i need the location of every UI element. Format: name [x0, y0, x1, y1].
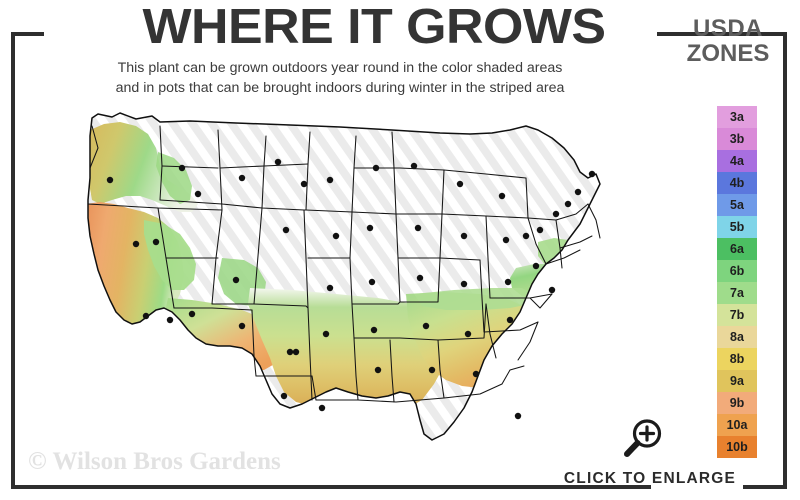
usa-hardiness-zone-map[interactable] [40, 108, 660, 448]
frame-right-edge [783, 32, 787, 489]
click-to-enlarge-label[interactable]: CLICK TO ENLARGE [563, 470, 737, 487]
legend-swatch-10b[interactable]: 10b [717, 436, 757, 458]
map-state-borders [87, 125, 601, 403]
map-city-dots [106, 158, 596, 420]
frame-top-right-bracket [657, 32, 787, 36]
legend-swatch-9b[interactable]: 9b [717, 392, 757, 414]
usda-zone-legend: 3a 3b 4a 4b 5a 5b 6a 6b 7a 7b 8a 8b 9a 9b 10a 10b [717, 106, 757, 458]
legend-swatch-6a[interactable]: 6a [717, 238, 757, 260]
legend-swatch-3a[interactable]: 3a [717, 106, 757, 128]
subtitle-line-2: and in pots that can be brought indoors … [115, 80, 565, 96]
legend-title-line-2: ZONES [686, 40, 770, 67]
legend-swatch-10a[interactable]: 10a [717, 414, 757, 436]
frame-left-edge [11, 32, 15, 489]
legend-swatch-4a[interactable]: 4a [717, 150, 757, 172]
page-title: WHERE IT GROWS [142, 0, 606, 54]
legend-swatch-9a[interactable]: 9a [717, 370, 757, 392]
legend-swatch-4b[interactable]: 4b [717, 172, 757, 194]
legend-swatch-5b[interactable]: 5b [717, 216, 757, 238]
legend-swatch-7a[interactable]: 7a [717, 282, 757, 304]
legend-title-line-1: USDA [692, 15, 763, 42]
legend-swatch-3b[interactable]: 3b [717, 128, 757, 150]
legend-title: USDA ZONES [672, 16, 784, 66]
legend-swatch-6b[interactable]: 6b [717, 260, 757, 282]
legend-swatch-8b[interactable]: 8b [717, 348, 757, 370]
frame-bottom-edge [11, 485, 651, 489]
legend-swatch-7b[interactable]: 7b [717, 304, 757, 326]
watermark: © Wilson Bros Gardens [28, 448, 281, 475]
zoom-in-magnifier-icon[interactable] [620, 418, 664, 460]
legend-swatch-8a[interactable]: 8a [717, 326, 757, 348]
frame-top-left-bracket [11, 32, 44, 36]
frame-bottom-right-bracket [743, 485, 787, 489]
map-national-outline [87, 112, 601, 441]
legend-swatch-5a[interactable]: 5a [717, 194, 757, 216]
subtitle-line-1: This plant can be grown outdoors year ro… [117, 60, 563, 76]
subtitle: This plant can be grown outdoors year ro… [40, 58, 640, 98]
